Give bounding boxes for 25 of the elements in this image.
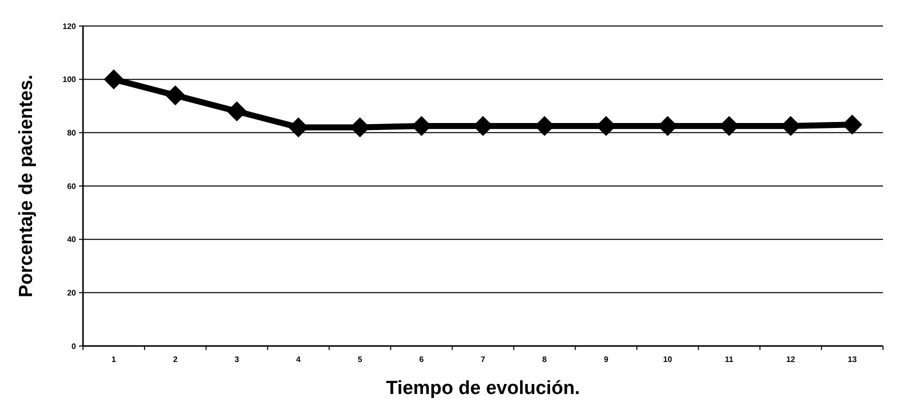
y-tick-label: 20 (67, 288, 77, 298)
x-tick-label: 2 (173, 355, 178, 364)
x-tick-label: 10 (663, 355, 673, 364)
x-tick-label: 4 (296, 355, 302, 364)
x-tick-label: 11 (724, 355, 734, 364)
x-tick-label: 5 (358, 355, 363, 364)
y-tick-label: 100 (62, 75, 77, 84)
x-tick-label: 13 (848, 355, 858, 364)
y-tick-label: 120 (62, 22, 77, 31)
y-axis-title: Porcentaje de pacientes. (16, 74, 37, 298)
x-tick-label: 3 (234, 355, 240, 364)
point (226, 101, 247, 122)
point (104, 69, 124, 90)
point (165, 85, 186, 106)
x-tick-label: 7 (480, 355, 486, 364)
x-tick-label: 6 (419, 355, 424, 364)
y-tick-label: 80 (67, 128, 77, 138)
y-tick-label: 60 (67, 182, 77, 191)
y-tick-label: 0 (72, 342, 77, 351)
x-tick-label: 12 (786, 355, 796, 364)
x-axis-title: Tiempo de evolución. (386, 378, 580, 399)
x-tick-label: 1 (112, 355, 117, 364)
x-tick-label: 8 (542, 355, 548, 364)
x-tick-label: 9 (604, 355, 609, 364)
y-tick-label: 40 (67, 235, 77, 244)
